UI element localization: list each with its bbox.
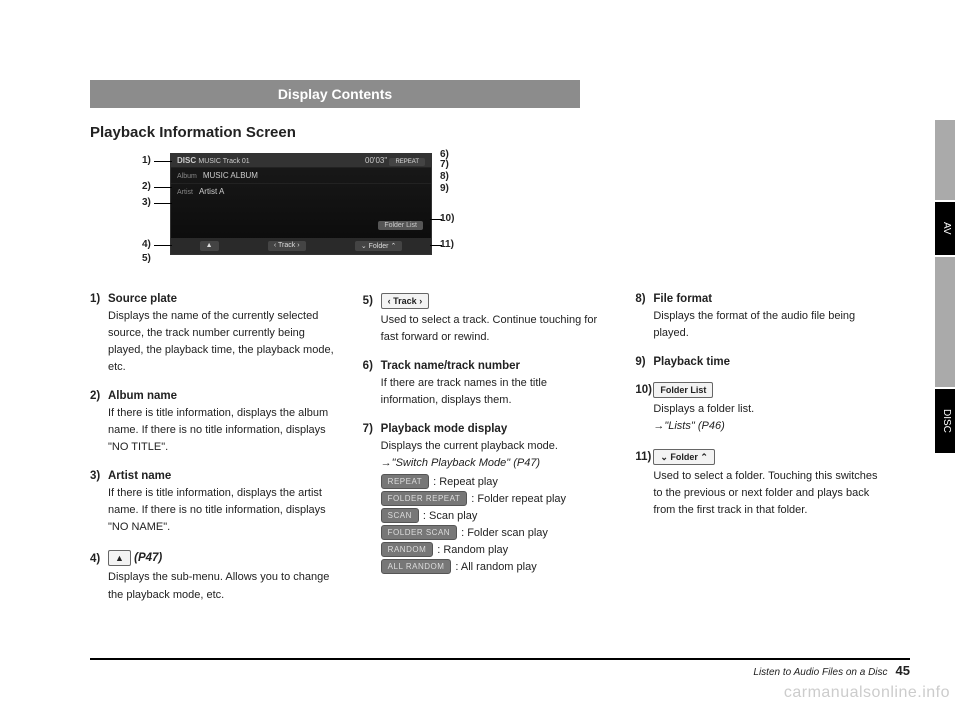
- section-title: Playback Information Screen: [90, 124, 880, 141]
- side-tabs: AV DISC: [935, 120, 955, 455]
- playback-screenshot: DISC MUSIC Track 01 00'03" REPEAT AlbumM…: [120, 153, 540, 273]
- playback-mode-row: RANDOM: Random play: [381, 542, 608, 557]
- section-header: Display Contents: [90, 80, 580, 108]
- mode-label: : Repeat play: [433, 476, 498, 488]
- mode-label: : Scan play: [423, 510, 477, 522]
- mode-label: : All random play: [455, 561, 536, 573]
- mode-label: : Random play: [437, 544, 508, 556]
- description-col-3: 8)File format Displays the format of the…: [635, 293, 880, 618]
- mode-label: : Folder scan play: [461, 527, 548, 539]
- track-button-icon: ‹ Track ›: [381, 293, 430, 309]
- tab-spacer: [935, 120, 955, 200]
- tab-spacer: [935, 257, 955, 387]
- folder-nav-button-icon: ⌄ Folder ⌃: [653, 449, 715, 465]
- mode-label: : Folder repeat play: [471, 493, 566, 505]
- watermark: carmanualsonline.info: [784, 684, 950, 702]
- tab-av: AV: [935, 202, 955, 255]
- mode-badge: RANDOM: [381, 542, 434, 557]
- mode-badge: SCAN: [381, 508, 419, 523]
- playback-mode-row: ALL RANDOM: All random play: [381, 559, 608, 574]
- mode-badge: REPEAT: [381, 474, 429, 489]
- playback-mode-row: SCAN : Scan play: [381, 508, 608, 523]
- folder-list-button-icon: Folder List: [653, 382, 713, 398]
- playback-mode-row: FOLDER REPEAT: Folder repeat play: [381, 491, 608, 506]
- mode-badge: FOLDER REPEAT: [381, 491, 468, 506]
- footer: Listen to Audio Files on a Disc45: [753, 663, 910, 678]
- description-col-1: 1)Source plate Displays the name of the …: [90, 293, 335, 618]
- tab-disc: DISC: [935, 389, 955, 453]
- playback-mode-row: REPEAT : Repeat play: [381, 474, 608, 489]
- mode-badge: ALL RANDOM: [381, 559, 452, 574]
- playback-mode-row: FOLDER SCAN : Folder scan play: [381, 525, 608, 540]
- submenu-button-icon: ▲: [108, 550, 131, 566]
- mode-badge: FOLDER SCAN: [381, 525, 457, 540]
- description-col-2: 5)‹ Track › Used to select a track. Cont…: [363, 293, 608, 618]
- footer-rule: [90, 658, 910, 660]
